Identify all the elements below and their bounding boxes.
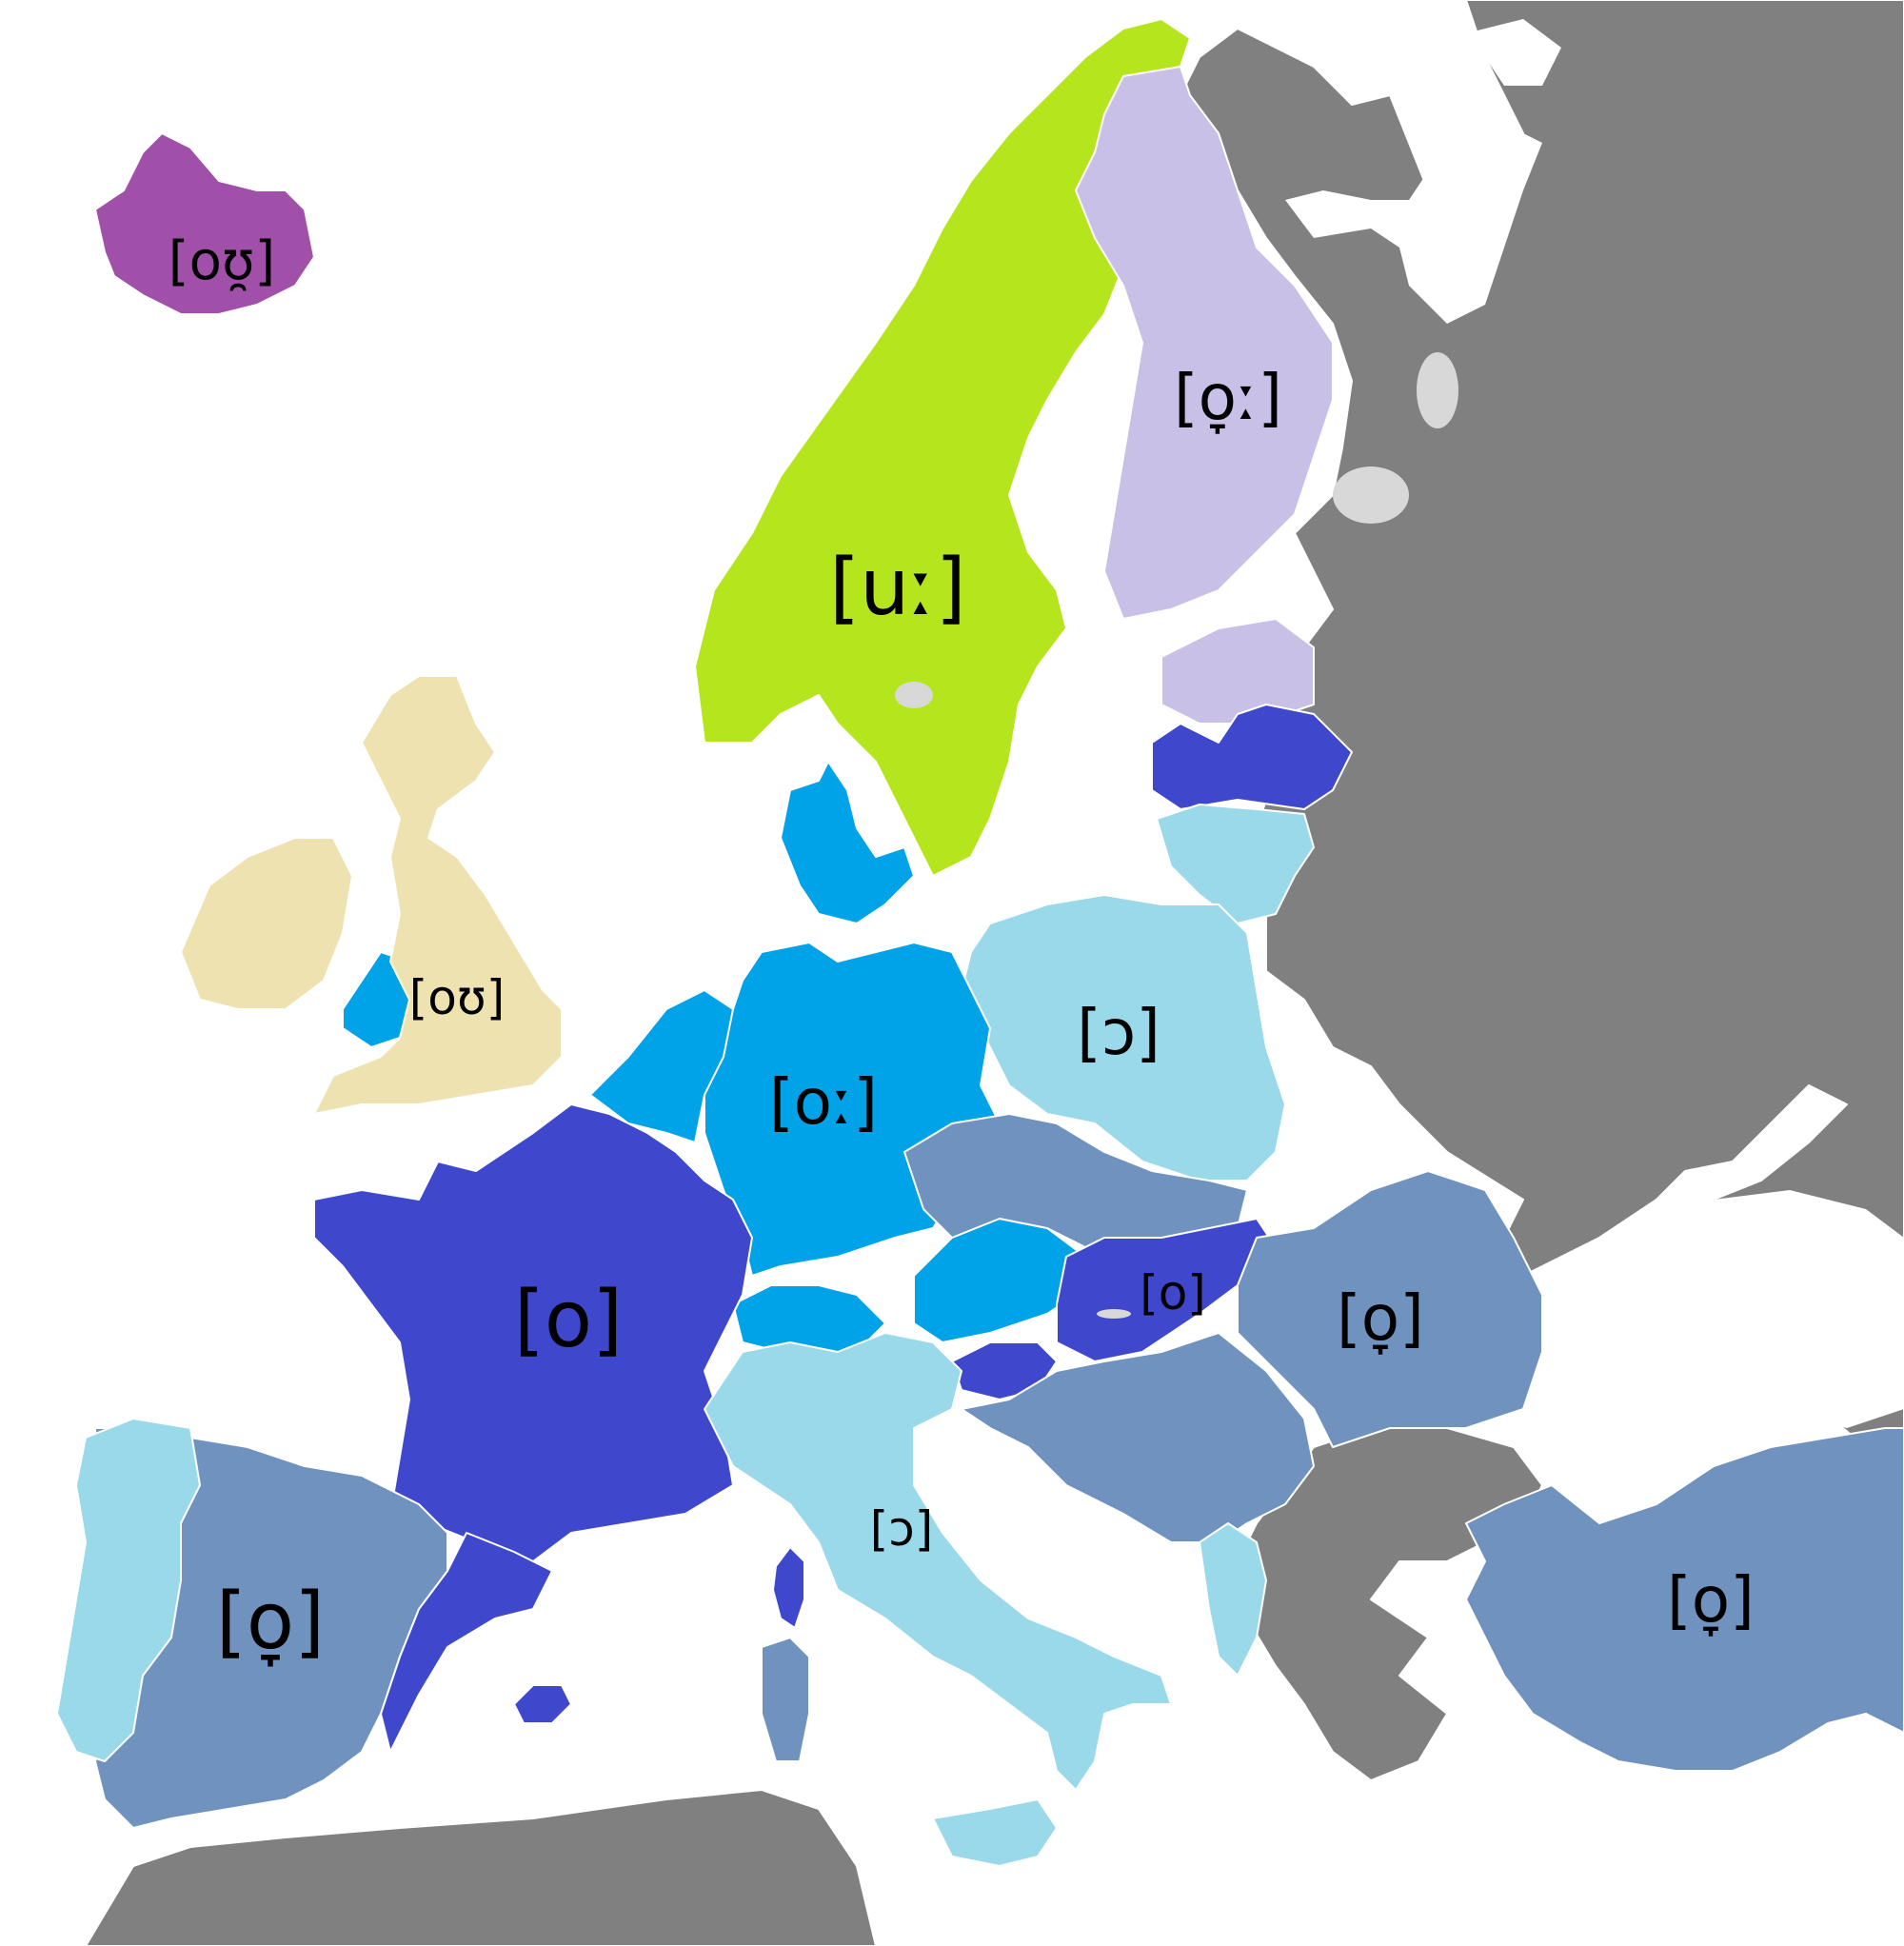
- label-scandinavia: [uː]: [829, 543, 966, 633]
- region-portugal: [56, 1418, 201, 1762]
- lake-onega: [1417, 352, 1458, 428]
- region-latvia: [1151, 704, 1353, 810]
- label-turkey: [o̞]: [1667, 1563, 1755, 1637]
- region-north-africa: [85, 1789, 877, 1946]
- region-ireland: [180, 837, 353, 1010]
- label-italy: [ɔ]: [869, 1501, 934, 1557]
- region-finland: [1075, 66, 1334, 620]
- region-estonia: [1160, 618, 1315, 725]
- lake-vanern: [895, 682, 933, 708]
- region-sardinia: [761, 1637, 810, 1762]
- label-spain: [o̞]: [215, 1577, 326, 1667]
- label-poland: [ɔ]: [1077, 996, 1160, 1069]
- label-hungary: [o]: [1140, 1265, 1206, 1320]
- label-romania: [o̞]: [1337, 1281, 1424, 1355]
- white-sea: [1285, 124, 1542, 324]
- region-sicily: [932, 1798, 1058, 1867]
- region-benelux: [589, 989, 734, 1143]
- region-balearics: [513, 1684, 572, 1724]
- lake-balaton: [1097, 1309, 1131, 1319]
- region-albania: [1199, 1522, 1267, 1677]
- label-france: [o]: [513, 1275, 624, 1365]
- region-romania: [1237, 1170, 1543, 1448]
- lake-ladoga: [1333, 467, 1409, 524]
- region-great-britain: [313, 675, 563, 1115]
- region-western-balkans: [961, 1332, 1315, 1543]
- region-poland: [961, 894, 1286, 1182]
- region-turkey: [1465, 1427, 1904, 1772]
- black-sea: [1533, 1190, 1904, 1428]
- region-italy: [704, 1332, 1172, 1791]
- region-denmark: [780, 761, 915, 924]
- white-sea-north: [1447, 19, 1561, 86]
- label-britain: [oʊ]: [408, 970, 506, 1025]
- label-iceland: [oʊ̯]: [168, 230, 276, 292]
- label-germany: [oː]: [768, 1065, 879, 1139]
- region-corsica: [772, 1546, 805, 1629]
- region-scandinavia: [694, 18, 1191, 877]
- region-lithuania: [1156, 804, 1315, 924]
- label-finland: [o̞ː]: [1173, 361, 1283, 434]
- region-iceland: [94, 132, 315, 315]
